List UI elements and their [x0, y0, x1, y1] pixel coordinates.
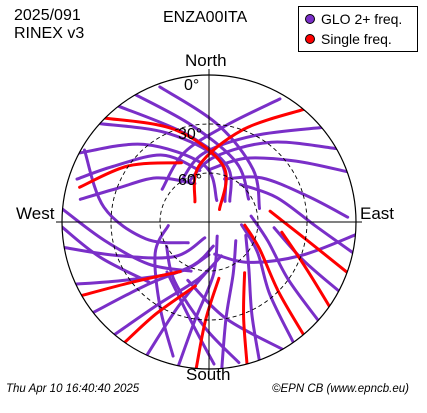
glo-track-30 [160, 97, 282, 191]
glo-track-23 [83, 148, 190, 245]
single-freq-tracks [78, 107, 349, 369]
legend-marker-single [305, 34, 315, 44]
elevation-label-60: 60° [178, 172, 203, 189]
glo-track-18 [207, 156, 349, 174]
glo-track-31 [213, 233, 356, 264]
glo-track-10 [176, 234, 219, 368]
legend-item-single: Single freq. [299, 29, 392, 49]
legend-label-single: Single freq. [321, 31, 392, 47]
glo-track-22 [62, 225, 151, 284]
glo-track-29 [158, 85, 261, 210]
legend-marker-glo [305, 14, 315, 24]
single-freq-track-8 [123, 284, 197, 344]
glo-tracks [62, 85, 356, 369]
legend-label-glo: GLO 2+ freq. [321, 11, 403, 27]
single-freq-track-1 [192, 107, 305, 204]
glo-track-9 [145, 269, 209, 357]
glo-track-13 [240, 223, 295, 344]
station-name: ENZA00ITA [163, 9, 248, 26]
direction-west: West [16, 204, 55, 223]
single-freq-track-5 [242, 271, 249, 366]
direction-south: South [186, 365, 231, 384]
elevation-label-0: 0° [184, 77, 200, 94]
glo-track-17 [223, 175, 350, 219]
rinex-version: RINEX v3 [14, 25, 85, 42]
legend-item-glo: GLO 2+ freq. [299, 9, 402, 29]
glo-track-15 [272, 226, 341, 293]
polar-grid [56, 69, 362, 375]
glo-track-21 [62, 207, 193, 273]
date-code: 2025/091 [14, 7, 81, 24]
glo-track-26 [165, 245, 241, 365]
legend: GLO 2+ freq. Single freq. [298, 6, 418, 52]
direction-east: East [360, 204, 395, 223]
single-freq-track-0 [103, 116, 228, 211]
glo-track-19 [188, 140, 338, 183]
footer-timestamp: Thu Apr 10 16:40:40 2025 [6, 383, 140, 395]
direction-north: North [185, 51, 227, 70]
glo-track-20 [179, 126, 324, 184]
elevation-label-30: 30° [178, 126, 203, 143]
footer-credit: ©EPN CB (www.epncb.eu) [272, 383, 409, 395]
glo-track-16 [239, 183, 355, 255]
glo-track-24 [153, 224, 175, 358]
glo-track-28 [134, 93, 251, 201]
glo-track-5 [62, 236, 207, 260]
glo-track-12 [244, 233, 261, 362]
single-freq-track-4 [243, 223, 305, 337]
single-freq-track-9 [280, 230, 331, 308]
glo-track-0 [77, 142, 219, 202]
single-freq-track-2 [80, 270, 182, 297]
